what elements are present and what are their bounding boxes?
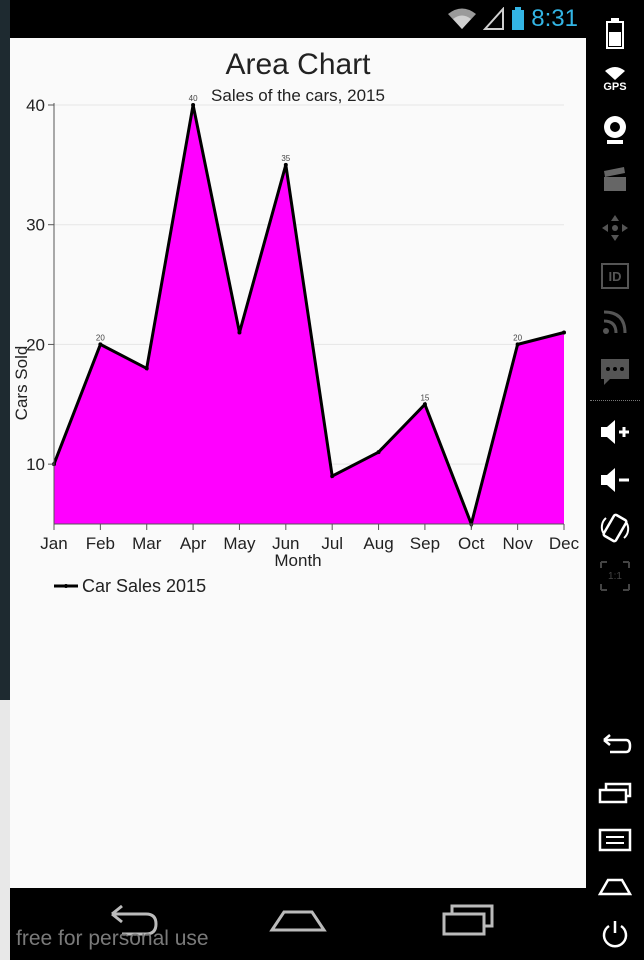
device-id-button[interactable]: ID [592,256,638,296]
y-tick-label: 30 [26,216,45,235]
status-bar: 8:31 [10,0,586,38]
emu-recents-button[interactable] [592,772,638,812]
id-label: ID [608,268,622,284]
battery-icon [606,18,624,49]
media-button[interactable] [592,160,638,200]
x-tick-label: Sep [410,534,440,553]
host-editor-strip [0,0,10,960]
y-tick-label: 40 [26,96,45,115]
panel-divider [590,400,640,401]
data-label: 40 [189,94,198,103]
volume-up-button[interactable] [592,412,638,452]
y-tick-label: 10 [26,455,45,474]
clapperboard-icon [604,167,626,191]
area-fill [54,105,564,524]
rotate-icon [600,513,630,543]
legend-label: Car Sales 2015 [82,576,206,596]
area-series [52,103,566,529]
status-clock: 8:31 [531,5,578,32]
data-point [283,162,288,167]
x-tick-label: May [223,534,256,553]
x-tick-label: Apr [180,534,207,553]
signal-icon [483,7,505,30]
navigation-bar [10,888,586,960]
data-point [191,103,196,107]
x-tick-label: Mar [132,534,162,553]
x-tick-label: Oct [458,534,485,553]
x-tick-label: Feb [86,534,115,553]
data-point [144,366,149,371]
dpad-button[interactable] [592,208,638,248]
app-screen: Area Chart Sales of the cars, 2015 10 20 3… [10,38,586,888]
chart-subtitle: Sales of the cars, 2015 [211,86,385,105]
scale-button[interactable]: 1:1 [592,556,638,596]
message-icon [601,359,629,385]
y-axis-title: Cars Sold [12,346,31,421]
emulator-side-panel: GPS ID [586,0,644,960]
data-point [376,450,381,455]
wifi-icon [448,8,477,29]
x-axis-title: Month [274,551,321,570]
volume-down-button[interactable] [592,460,638,500]
power-button[interactable] [592,914,638,954]
x-tick-label: Aug [363,534,393,553]
data-label: 20 [96,333,105,342]
emu-home-button[interactable] [592,866,638,906]
x-tick-label: Nov [503,534,534,553]
legend-marker [64,584,68,588]
chart-title: Area Chart [225,48,371,81]
data-label: 35 [281,154,290,163]
id-card-icon [601,263,629,289]
volume-up-icon [601,420,629,444]
x-tick-label: Jul [321,534,343,553]
data-label: 15 [420,393,429,402]
back-button[interactable] [100,900,160,938]
data-point [422,402,427,407]
y-axis: 10 20 30 40 [26,96,55,524]
network-button[interactable] [592,302,638,342]
area-chart: Area Chart Sales of the cars, 2015 10 20 3… [12,48,580,596]
data-labels: 20 40 35 15 20 [96,94,523,402]
emu-menu-button[interactable] [592,820,638,860]
series-line [52,104,565,529]
emu-back-button[interactable] [592,724,638,764]
home-button[interactable] [268,900,328,938]
power-icon [602,921,628,948]
data-point [237,330,242,335]
recents-icon [598,782,632,804]
legend: Car Sales 2015 [54,576,206,596]
x-axis: Jan Feb Mar Apr May Jun Jul Aug Sep Oct Nov Dec [40,523,580,553]
y-tick-label: 20 [26,335,45,354]
data-point [330,474,335,479]
rss-icon [603,310,627,334]
gps-button[interactable]: GPS [592,60,638,100]
rotate-button[interactable] [592,508,638,548]
data-label: 20 [513,333,522,342]
data-point [562,330,566,335]
volume-down-icon [601,468,629,492]
battery-button[interactable] [592,14,638,54]
camera-button[interactable] [592,110,638,150]
recent-apps-button[interactable] [438,900,498,938]
host-editor-strip-lower [0,700,10,960]
scale-label: 1:1 [608,570,622,582]
gps-icon [605,67,625,80]
x-tick-label: Jun [272,534,299,553]
home-icon [598,878,632,896]
data-point [515,342,520,347]
dpad-icon [602,215,628,241]
webcam-icon [604,116,626,144]
gps-label: GPS [603,81,627,93]
scale-icon [600,561,630,591]
data-point [98,342,103,347]
back-icon [603,734,632,754]
x-tick-label: Jan [40,534,67,553]
menu-icon [598,828,632,852]
x-tick-label: Dec [549,534,580,553]
battery-icon [512,7,525,30]
watermark: free for personal use [16,927,209,950]
sms-button[interactable] [592,352,638,392]
